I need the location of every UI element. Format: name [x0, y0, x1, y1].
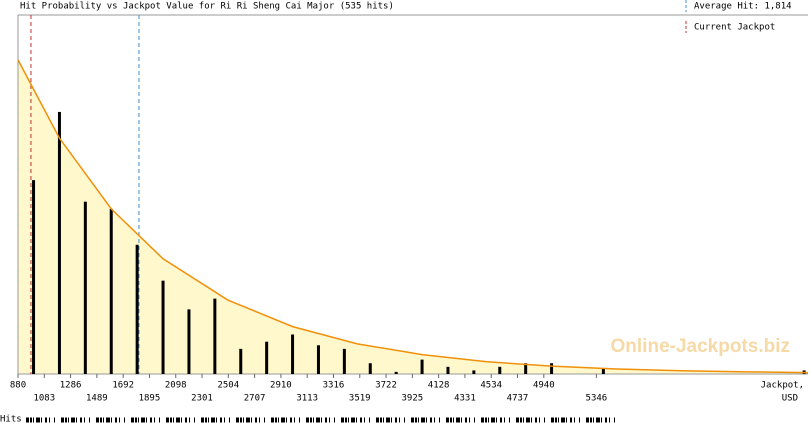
- watermark: Online-Jackpots.biz: [611, 336, 790, 357]
- bar: [498, 366, 502, 374]
- bar: [342, 348, 346, 374]
- bar: [368, 363, 372, 374]
- x-axis-unit: USD: [782, 394, 798, 404]
- x-tick-label: 2910: [270, 381, 292, 391]
- bar: [601, 368, 605, 374]
- x-tick-label: 3113: [296, 394, 318, 404]
- curve-line: [17, 59, 809, 374]
- bar: [161, 280, 165, 374]
- x-tick-label: 2504: [217, 381, 239, 391]
- x-tick-label: 4128: [428, 381, 450, 391]
- bar: [291, 334, 295, 374]
- bar: [524, 363, 528, 374]
- bar: [239, 348, 243, 374]
- bar: [472, 370, 476, 374]
- x-tick-label: 3722: [375, 381, 397, 391]
- x-axis-label: Jackpot,: [761, 381, 804, 391]
- bar: [32, 180, 36, 374]
- curve-area: [18, 59, 808, 374]
- x-tick-label: 4940: [533, 381, 555, 391]
- x-tick-label: 5346: [586, 394, 608, 404]
- x-tick-label: 4737: [507, 394, 529, 404]
- x-tick-label: 880: [10, 381, 26, 391]
- legend-label: Current Jackpot: [694, 23, 775, 33]
- legend-label: Average Hit: 1,814: [694, 2, 792, 12]
- bar: [265, 341, 269, 374]
- x-tick-label: 3925: [402, 394, 424, 404]
- x-tick-label: 2098: [165, 381, 187, 391]
- bar: [420, 359, 424, 374]
- x-tick-label: 1692: [112, 381, 134, 391]
- bar: [316, 345, 320, 374]
- hits-label: Hits: [0, 415, 22, 425]
- x-tick-label: 2301: [191, 394, 213, 404]
- bar: [135, 244, 139, 374]
- x-tick-label: 1489: [86, 394, 108, 404]
- bar: [57, 111, 61, 375]
- x-tick-label: 4534: [480, 381, 502, 391]
- bar: [109, 208, 113, 374]
- x-tick-label: 1286: [60, 381, 82, 391]
- x-tick-label: 1895: [139, 394, 161, 404]
- bar: [446, 366, 450, 374]
- bar: [187, 309, 191, 374]
- x-tick-label: 3519: [349, 394, 371, 404]
- x-tick-label: 2707: [244, 394, 266, 404]
- x-tick-label: 4331: [454, 394, 476, 404]
- bar: [83, 201, 87, 374]
- bar: [394, 371, 398, 374]
- bar: [550, 363, 554, 374]
- x-tick-label: 3316: [323, 381, 345, 391]
- chart-title: Hit Probability vs Jackpot Value for Ri …: [20, 2, 394, 12]
- bar: [213, 298, 217, 374]
- x-tick-label: 1083: [33, 394, 55, 404]
